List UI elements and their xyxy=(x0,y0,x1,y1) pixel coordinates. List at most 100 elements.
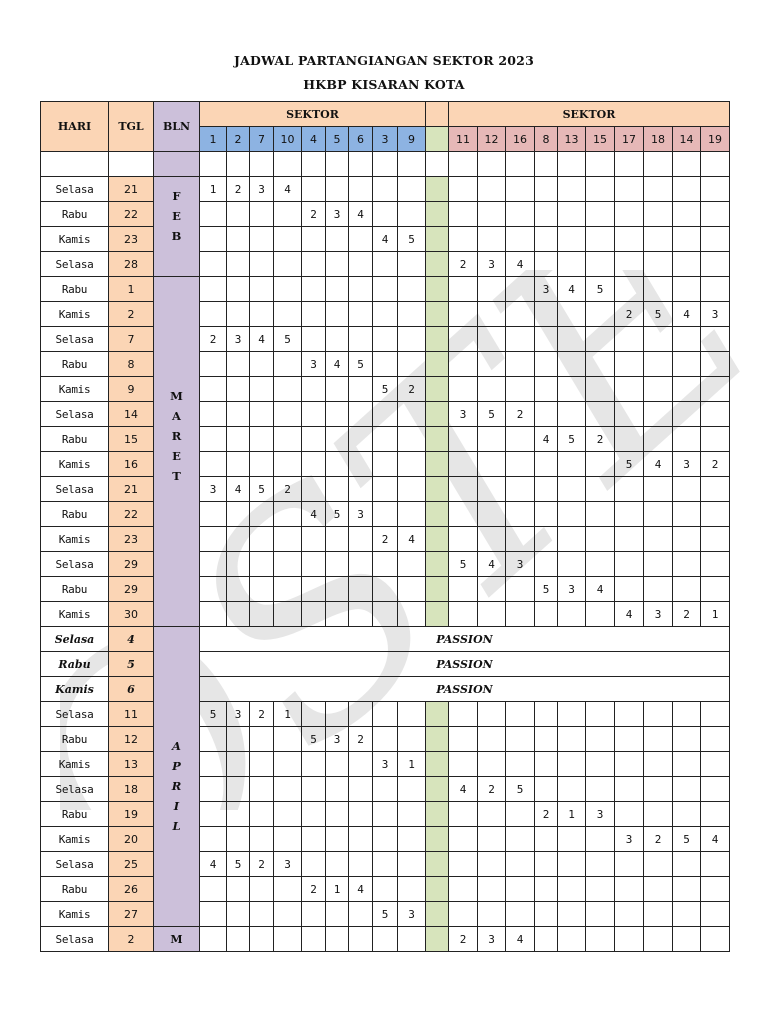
cell-hari: Rabu xyxy=(40,876,109,902)
cell-sector-left xyxy=(199,426,227,452)
cell-sector-right xyxy=(643,401,673,427)
cell-hari: Selasa xyxy=(40,476,109,502)
table-row: Selasa 11 5 3 2 1 xyxy=(40,701,730,727)
cell-sector-left xyxy=(348,526,373,552)
cell-sector-right xyxy=(672,226,701,252)
blank-cell xyxy=(557,151,586,177)
cell-gap xyxy=(425,326,449,352)
sector-number-right: 13 xyxy=(557,126,586,152)
sector-number-left: 3 xyxy=(372,126,398,152)
cell-sector-right: 4 xyxy=(534,426,558,452)
cell-sector-right xyxy=(643,751,673,777)
cell-sector-right xyxy=(700,576,730,602)
cell-hari: Kamis xyxy=(40,601,109,627)
cell-sector-left: 2 xyxy=(301,201,326,227)
cell-sector-left: 2 xyxy=(397,376,426,402)
sector-number-right: 12 xyxy=(477,126,506,152)
cell-sector-right: 3 xyxy=(477,251,506,277)
header-sektor-left: SEKTOR xyxy=(199,101,426,127)
cell-sector-left: 4 xyxy=(348,201,373,227)
cell-gap xyxy=(425,276,449,302)
cell-sector-right xyxy=(534,551,558,577)
cell-sector-right xyxy=(448,226,478,252)
cell-sector-left xyxy=(325,851,349,877)
cell-sector-right xyxy=(585,351,615,377)
cell-gap xyxy=(425,501,449,527)
cell-sector-right xyxy=(534,926,558,952)
cell-sector-right xyxy=(700,251,730,277)
cell-sector-right: 5 xyxy=(557,426,586,452)
cell-sector-right xyxy=(672,326,701,352)
cell-sector-right xyxy=(534,351,558,377)
cell-sector-right xyxy=(672,501,701,527)
blank-cell xyxy=(505,151,535,177)
cell-hari: Selasa xyxy=(40,851,109,877)
cell-sector-left xyxy=(325,276,349,302)
cell-sector-left xyxy=(325,601,349,627)
cell-sector-left xyxy=(372,426,398,452)
cell-sector-right xyxy=(614,526,644,552)
cell-sector-right xyxy=(505,376,535,402)
cell-sector-right xyxy=(534,851,558,877)
cell-sector-right: 5 xyxy=(477,401,506,427)
cell-tgl: 23 xyxy=(108,226,154,252)
cell-sector-right xyxy=(505,801,535,827)
table-row: Kamis 30 4 3 2 1 xyxy=(40,601,730,627)
cell-sector-right xyxy=(700,751,730,777)
cell-sector-right xyxy=(700,176,730,202)
cell-sector-left xyxy=(397,276,426,302)
cell-sector-left xyxy=(348,276,373,302)
cell-sector-left xyxy=(301,176,326,202)
blank-cell xyxy=(249,151,274,177)
cell-sector-left xyxy=(325,776,349,802)
cell-sector-right xyxy=(557,526,586,552)
cell-sector-left xyxy=(301,526,326,552)
cell-sector-right xyxy=(672,376,701,402)
cell-sector-right: 5 xyxy=(672,826,701,852)
cell-sector-left xyxy=(397,701,426,727)
cell-sector-right xyxy=(448,701,478,727)
cell-tgl: 9 xyxy=(108,376,154,402)
cell-sector-left xyxy=(325,901,349,927)
cell-sector-left xyxy=(372,251,398,277)
table-row: Selasa 28 2 3 4 xyxy=(40,251,730,277)
cell-sector-left xyxy=(226,751,250,777)
cell-sector-right: 4 xyxy=(614,601,644,627)
cell-gap xyxy=(425,701,449,727)
cell-hari: Rabu xyxy=(40,726,109,752)
cell-sector-right: 3 xyxy=(672,451,701,477)
cell-sector-left: 4 xyxy=(273,176,302,202)
cell-sector-left: 4 xyxy=(372,226,398,252)
cell-sector-right xyxy=(557,751,586,777)
table-row: Kamis 20 3 2 5 4 xyxy=(40,826,730,852)
cell-sector-right xyxy=(672,201,701,227)
cell-sector-right xyxy=(477,301,506,327)
cell-sector-left xyxy=(301,901,326,927)
cell-sector-right xyxy=(614,176,644,202)
cell-sector-left xyxy=(273,551,302,577)
cell-sector-right xyxy=(643,926,673,952)
cell-sector-right xyxy=(585,551,615,577)
header-tgl: TGL xyxy=(108,101,154,152)
cell-sector-right xyxy=(557,226,586,252)
cell-sector-right xyxy=(477,426,506,452)
cell-sector-left: 3 xyxy=(325,201,349,227)
cell-sector-left xyxy=(397,601,426,627)
cell-sector-right xyxy=(585,401,615,427)
cell-tgl: 13 xyxy=(108,751,154,777)
cell-tgl: 21 xyxy=(108,176,154,202)
cell-sector-left xyxy=(325,251,349,277)
cell-sector-left: 4 xyxy=(199,851,227,877)
cell-sector-right: 5 xyxy=(643,301,673,327)
cell-sector-left: 2 xyxy=(348,726,373,752)
cell-sector-right xyxy=(448,576,478,602)
cell-sector-left xyxy=(397,801,426,827)
cell-sector-left xyxy=(372,351,398,377)
cell-sector-right xyxy=(672,251,701,277)
cell-sector-right xyxy=(477,376,506,402)
cell-sector-right: 4 xyxy=(557,276,586,302)
sector-number-right: 15 xyxy=(585,126,615,152)
cell-tgl: 26 xyxy=(108,876,154,902)
cell-sector-left xyxy=(249,501,274,527)
cell-sector-right xyxy=(585,176,615,202)
